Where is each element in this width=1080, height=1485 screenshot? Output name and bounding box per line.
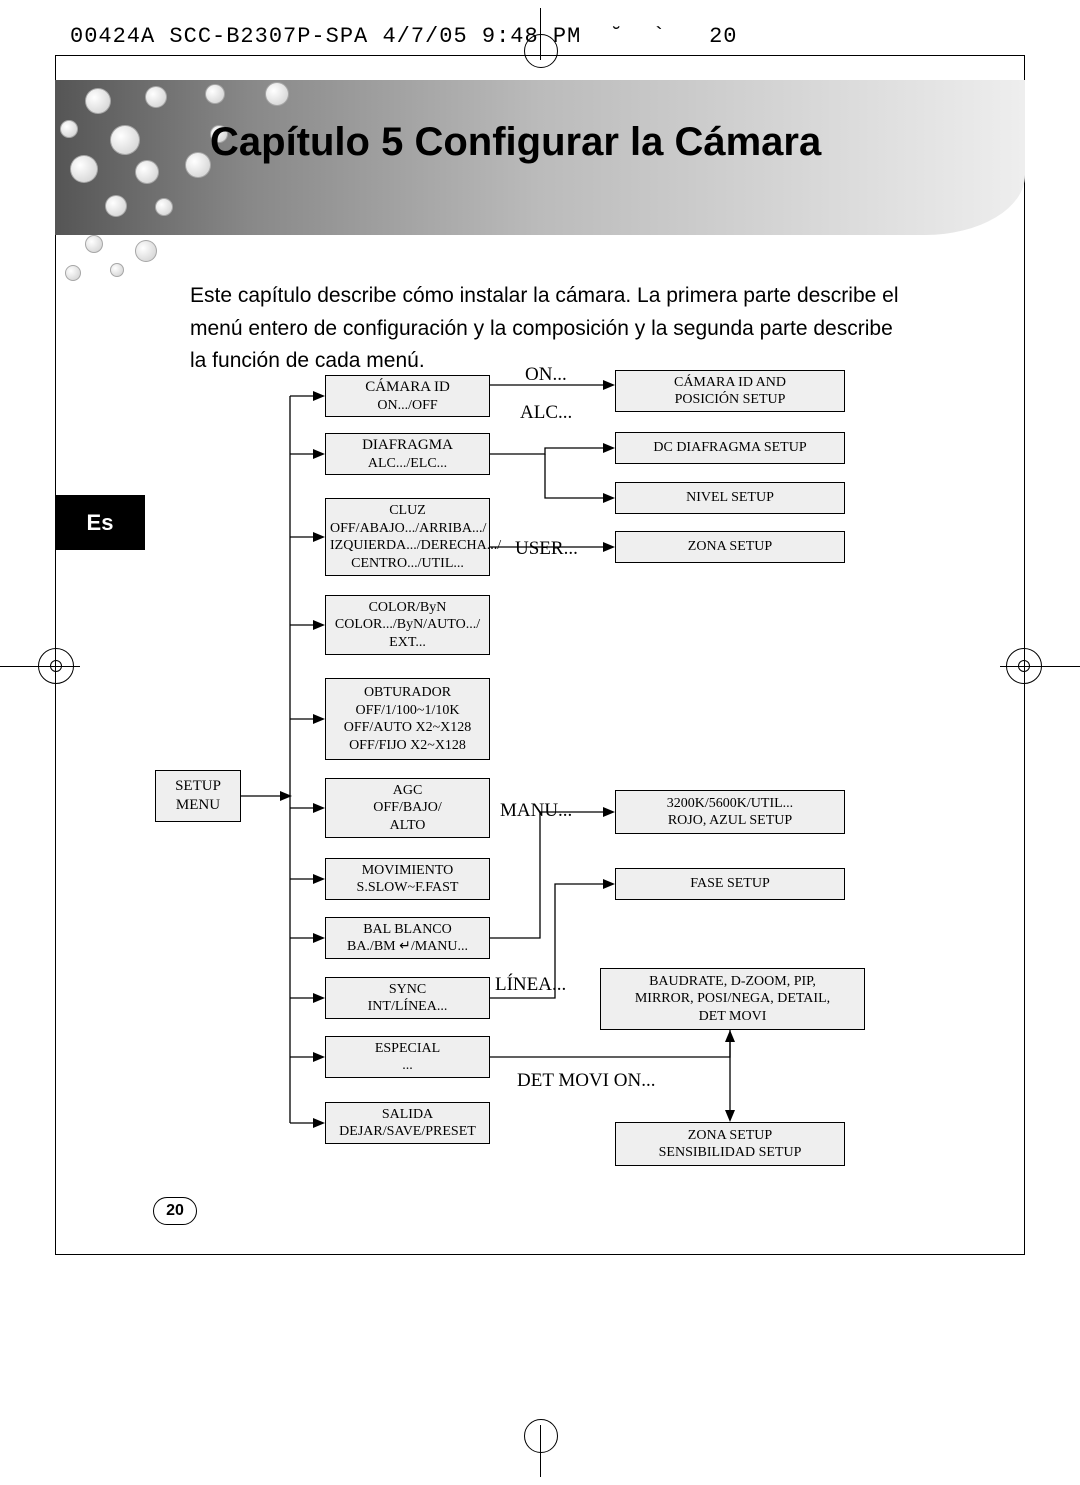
crop-mark-top-icon xyxy=(524,8,556,60)
node-obturador: OBTURADOROFF/1/100~1/10K OFF/AUTO X2~X12… xyxy=(325,678,490,760)
label-detmovi: DET MOVI ON... xyxy=(517,1070,655,1092)
label-alc: ALC... xyxy=(520,402,572,424)
node-zona-setup: ZONA SETUP xyxy=(615,531,845,563)
label-on: ON... xyxy=(525,364,567,386)
node-sync: SYNCINT/LÍNEA... xyxy=(325,977,490,1019)
bubble-tail-icon xyxy=(55,235,235,285)
node-camara-id: CÁMARA IDON.../OFF xyxy=(325,375,490,417)
node-setup-menu: SETUP MENU xyxy=(155,770,241,822)
node-diafragma: DIAFRAGMAALC.../ELC... xyxy=(325,433,490,475)
label-linea: LÍNEA... xyxy=(495,974,566,996)
crop-mark-left-icon xyxy=(0,646,80,686)
node-detmovi-setup: ZONA SETUPSENSIBILIDAD SETUP xyxy=(615,1122,845,1166)
node-3200k-setup: 3200K/5600K/UTIL...ROJO, AZUL SETUP xyxy=(615,790,845,834)
node-salida: SALIDADEJAR/SAVE/PRESET xyxy=(325,1102,490,1144)
language-badge: Es xyxy=(55,495,145,550)
menu-flow-diagram: SETUP MENU CÁMARA IDON.../OFF DIAFRAGMAA… xyxy=(145,370,995,1210)
crop-mark-right-icon xyxy=(1000,646,1080,686)
node-especial-setup: BAUDRATE, D-ZOOM, PIP,MIRROR, POSI/NEGA,… xyxy=(600,968,865,1030)
node-camara-id-setup: CÁMARA ID ANDPOSICIÓN SETUP xyxy=(615,370,845,412)
chapter-title: Capítulo 5 Configurar la Cámara xyxy=(210,120,821,165)
node-nivel-setup: NIVEL SETUP xyxy=(615,482,845,514)
node-cluz: CLUZOFF/ABAJO.../ARRIBA.../ IZQUIERDA...… xyxy=(325,498,490,576)
crop-header-text: 00424A SCC-B2307P-SPA 4/7/05 9:48 PM ˘ `… xyxy=(70,24,738,49)
node-dc-diafragma-setup: DC DIAFRAGMA SETUP xyxy=(615,432,845,464)
label-user: USER... xyxy=(515,538,578,560)
intro-paragraph: Este capítulo describe cómo instalar la … xyxy=(190,280,910,378)
node-bal-blanco: BAL BLANCOBA./BM ↵/MANU... xyxy=(325,917,490,959)
node-movimiento: MOVIMIENTOS.SLOW~F.FAST xyxy=(325,858,490,900)
node-color-byn: COLOR/ByNCOLOR.../ByN/AUTO.../EXT... xyxy=(325,595,490,655)
node-agc: AGCOFF/BAJO/ALTO xyxy=(325,778,490,838)
node-especial: ESPECIAL... xyxy=(325,1036,490,1078)
node-fase-setup: FASE SETUP xyxy=(615,868,845,900)
crop-mark-bottom-icon xyxy=(524,1425,556,1477)
label-manu: MANU... xyxy=(500,800,572,822)
